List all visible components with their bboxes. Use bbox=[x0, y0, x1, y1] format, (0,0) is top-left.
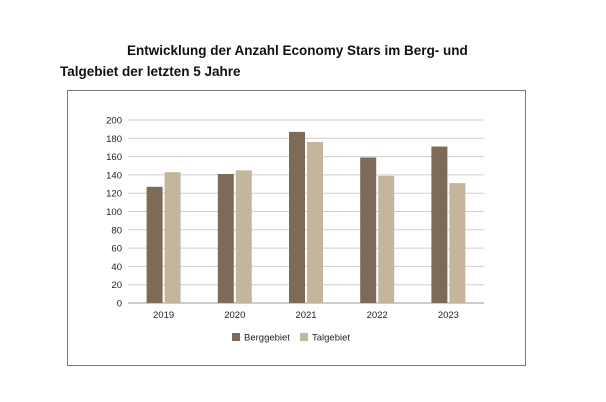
y-tick-label-20: 20 bbox=[111, 280, 122, 291]
chart-title-line-1: Entwicklung der Anzahl Economy Stars im … bbox=[127, 43, 468, 58]
grid-lines bbox=[128, 119, 484, 304]
bar-berggebiet-2020 bbox=[217, 173, 234, 303]
bar-berggebiet-2021 bbox=[289, 131, 305, 303]
chart-title: Entwicklung der Anzahl Economy Stars im … bbox=[60, 40, 550, 82]
y-tick-label-120: 120 bbox=[106, 189, 122, 200]
legend-label-talgebiet: Talgebiet bbox=[312, 333, 350, 344]
legend-label-berggebiet: Berggebiet bbox=[244, 333, 290, 344]
y-tick-label-100: 100 bbox=[106, 207, 122, 218]
bar-talgebiet-2019 bbox=[164, 172, 181, 303]
x-tick-label-2020: 2020 bbox=[224, 310, 245, 321]
x-tick-label-2022: 2022 bbox=[367, 310, 388, 321]
x-tick-label-2021: 2021 bbox=[295, 310, 316, 321]
bar-berggebiet-2019 bbox=[146, 186, 163, 303]
chart-title-line-2: Talgebiet der letzten 5 Jahre bbox=[60, 64, 241, 79]
y-tick-label-200: 200 bbox=[106, 116, 122, 127]
bar-talgebiet-2022 bbox=[378, 175, 395, 303]
bar-berggebiet-2022 bbox=[360, 157, 377, 303]
bars bbox=[146, 131, 466, 303]
x-tick-label-2019: 2019 bbox=[153, 310, 174, 321]
legend-swatch-talgebiet bbox=[300, 333, 308, 341]
legend-swatch-berggebiet bbox=[232, 333, 240, 341]
y-tick-label-0: 0 bbox=[117, 299, 122, 310]
y-tick-label-40: 40 bbox=[111, 262, 122, 273]
x-axis-ticks: 2019 2020 2021 2022 2023 bbox=[153, 310, 459, 321]
x-tick-label-2023: 2023 bbox=[438, 310, 459, 321]
y-tick-label-160: 160 bbox=[106, 152, 122, 163]
y-tick-label-80: 80 bbox=[111, 225, 122, 236]
bar-talgebiet-2020 bbox=[235, 170, 252, 303]
y-tick-label-180: 180 bbox=[106, 134, 122, 145]
bar-talgebiet-2023 bbox=[449, 183, 466, 303]
y-tick-label-140: 140 bbox=[106, 170, 122, 181]
legend: Berggebiet Talgebiet bbox=[232, 333, 350, 344]
y-tick-label-60: 60 bbox=[111, 244, 122, 255]
bar-talgebiet-2021 bbox=[307, 141, 323, 303]
bar-berggebiet-2023 bbox=[431, 146, 448, 303]
y-axis-ticks: 0 20 40 60 80 100 120 140 160 180 200 bbox=[106, 116, 122, 310]
